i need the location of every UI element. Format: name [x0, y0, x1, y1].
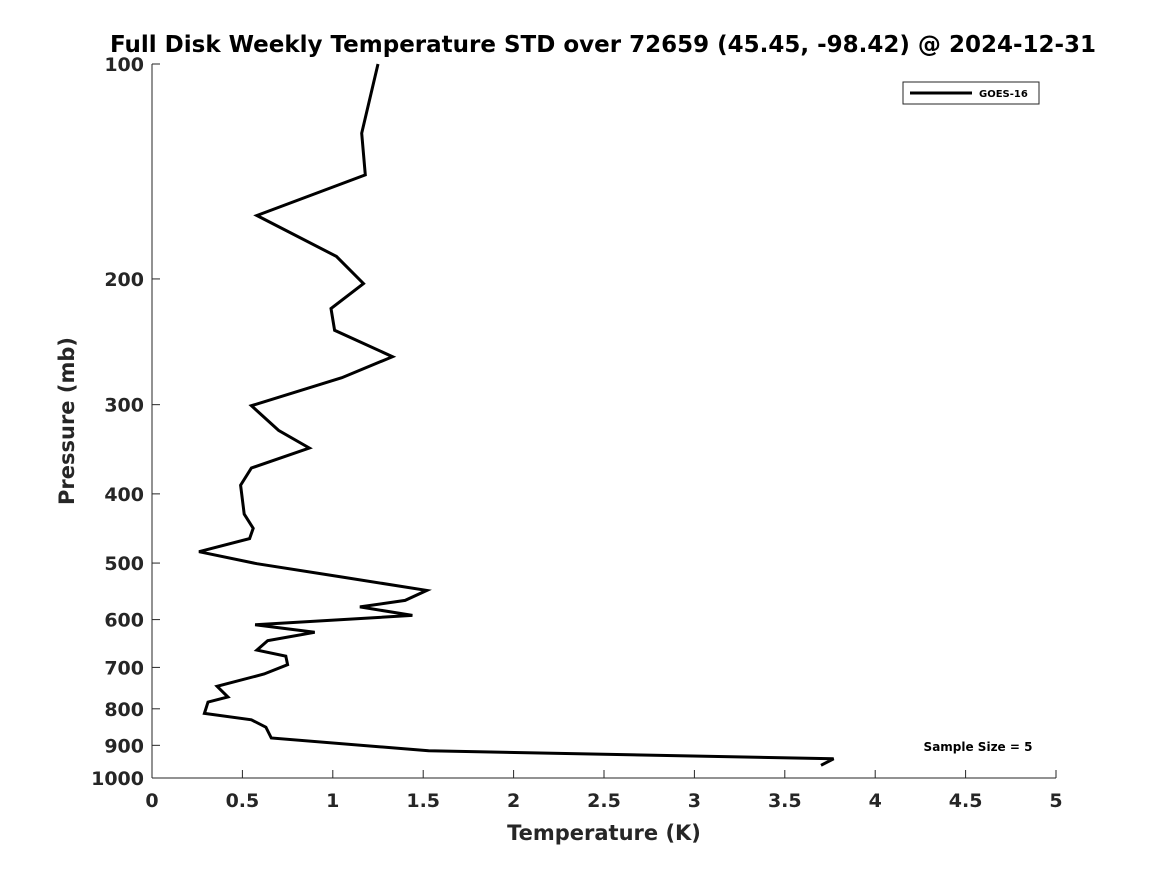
legend: GOES-16	[902, 81, 1040, 105]
y-tick-label: 700	[104, 657, 144, 679]
y-tick-label: 500	[104, 553, 144, 575]
y-tick-label: 300	[104, 395, 144, 417]
x-tick-label: 2	[507, 790, 520, 812]
y-tick-label: 400	[104, 484, 144, 506]
x-ticks: 0 0.5 1 1.5 2 2.5 3 3.5 4 4.5 5	[145, 770, 1063, 812]
legend-label: GOES-16	[979, 89, 1028, 100]
x-tick-label: 4	[869, 790, 882, 812]
x-tick-label: 1	[326, 790, 339, 812]
y-tick-label: 100	[104, 54, 144, 76]
x-tick-label: 5	[1049, 790, 1062, 812]
plot-area	[152, 64, 1056, 778]
x-tick-label: 4.5	[949, 790, 983, 812]
y-tick-label: 800	[104, 699, 144, 721]
x-tick-label: 2.5	[587, 790, 621, 812]
series-line-goes-16	[198, 63, 835, 767]
sample-size-annotation: Sample Size = 5	[924, 740, 1033, 754]
y-tick-label: 900	[104, 735, 144, 757]
x-tick-label: 0	[145, 790, 158, 812]
y-ticks: 100 200 300 400 500 600 700 800 900 1000	[91, 54, 160, 790]
x-tick-label: 1.5	[406, 790, 440, 812]
series-layer	[198, 63, 835, 767]
y-tick-label: 600	[104, 610, 144, 632]
x-tick-label: 3	[688, 790, 701, 812]
y-axis-label: Pressure (mb)	[55, 337, 79, 505]
x-axis-label: Temperature (K)	[507, 821, 701, 845]
y-tick-label: 200	[104, 269, 144, 291]
x-tick-label: 3.5	[768, 790, 802, 812]
x-tick-label: 0.5	[226, 790, 260, 812]
y-tick-label: 1000	[91, 768, 144, 790]
chart-title: Full Disk Weekly Temperature STD over 72…	[110, 32, 1096, 58]
